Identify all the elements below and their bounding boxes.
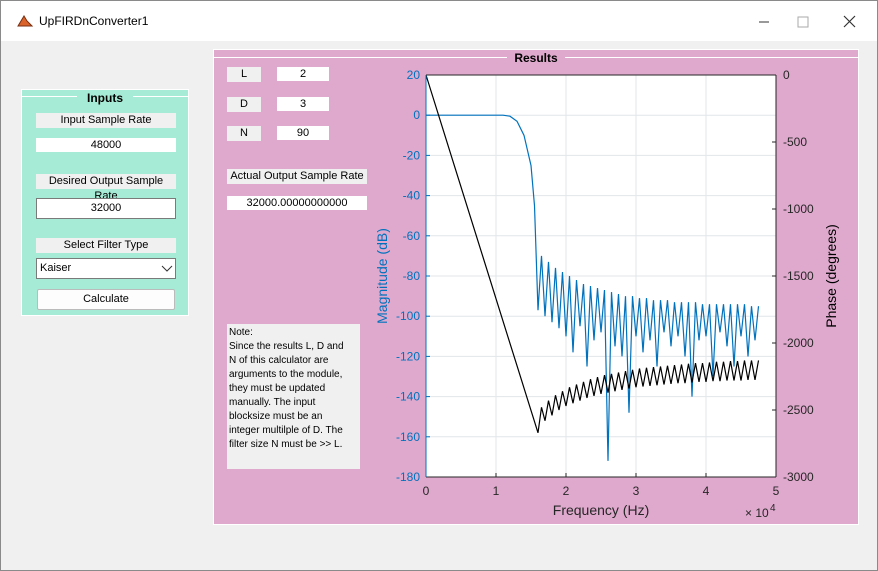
y-tick-label: -40: [403, 189, 421, 203]
y-tick-label: -120: [396, 349, 420, 363]
y-tick-label: -60: [403, 229, 421, 243]
y-tick-label: -140: [396, 390, 420, 404]
y2-axis-label: Phase (degrees): [823, 224, 839, 328]
x-scale-base: × 10: [745, 506, 769, 520]
y-tick-label: -160: [396, 430, 420, 444]
y-tick-label: -180: [396, 470, 420, 484]
y2-tick-label: -1000: [783, 202, 814, 216]
x-scale-exponent: 4: [770, 503, 776, 514]
y-tick-label: -80: [403, 269, 421, 283]
y-tick-label: 0: [413, 108, 420, 122]
x-tick-label: 2: [563, 484, 570, 498]
y2-tick-label: -2000: [783, 336, 814, 350]
x-tick-label: 4: [703, 484, 710, 498]
y2-tick-label: -3000: [783, 470, 814, 484]
y2-tick-label: -500: [783, 135, 807, 149]
x-tick-label: 0: [423, 484, 430, 498]
x-tick-label: 3: [633, 484, 640, 498]
y-tick-label: -20: [403, 148, 421, 162]
y-tick-label: -100: [396, 309, 420, 323]
y-axis-label: Magnitude (dB): [374, 228, 390, 324]
y-tick-label: 20: [407, 68, 421, 82]
y2-tick-label: -2500: [783, 403, 814, 417]
x-axis-label: Frequency (Hz): [553, 502, 649, 518]
y2-tick-label: -1500: [783, 269, 814, 283]
x-tick-label: 1: [493, 484, 500, 498]
x-tick-label: 5: [773, 484, 780, 498]
y2-tick-label: 0: [783, 68, 790, 82]
